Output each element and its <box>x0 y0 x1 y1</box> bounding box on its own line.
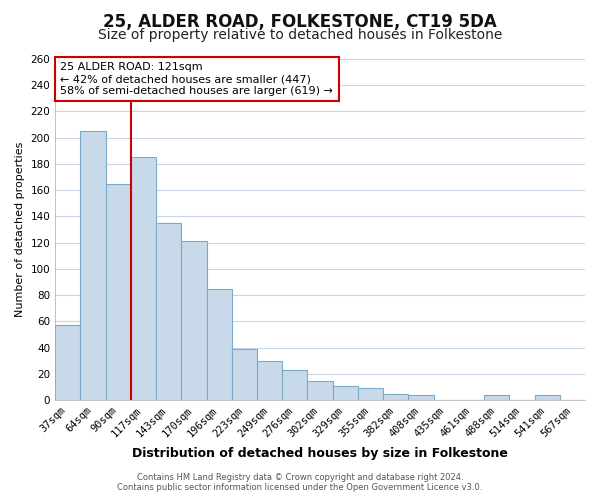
Text: 25, ALDER ROAD, FOLKESTONE, CT19 5DA: 25, ALDER ROAD, FOLKESTONE, CT19 5DA <box>103 12 497 30</box>
Bar <box>206 288 232 400</box>
Bar <box>80 131 106 400</box>
Bar <box>358 388 383 400</box>
X-axis label: Distribution of detached houses by size in Folkestone: Distribution of detached houses by size … <box>132 447 508 460</box>
Bar <box>156 223 181 400</box>
Bar <box>307 380 332 400</box>
Bar <box>484 395 509 400</box>
Bar <box>106 184 131 400</box>
Text: 25 ALDER ROAD: 121sqm
← 42% of detached houses are smaller (447)
58% of semi-det: 25 ALDER ROAD: 121sqm ← 42% of detached … <box>61 62 334 96</box>
Bar <box>257 361 282 400</box>
Text: Size of property relative to detached houses in Folkestone: Size of property relative to detached ho… <box>98 28 502 42</box>
Bar <box>332 386 358 400</box>
Text: Contains HM Land Registry data © Crown copyright and database right 2024.
Contai: Contains HM Land Registry data © Crown c… <box>118 473 482 492</box>
Bar <box>383 394 409 400</box>
Bar <box>181 242 206 400</box>
Bar <box>55 326 80 400</box>
Bar <box>131 158 156 400</box>
Bar <box>535 395 560 400</box>
Bar <box>409 395 434 400</box>
Bar <box>282 370 307 400</box>
Y-axis label: Number of detached properties: Number of detached properties <box>15 142 25 318</box>
Bar <box>232 349 257 400</box>
